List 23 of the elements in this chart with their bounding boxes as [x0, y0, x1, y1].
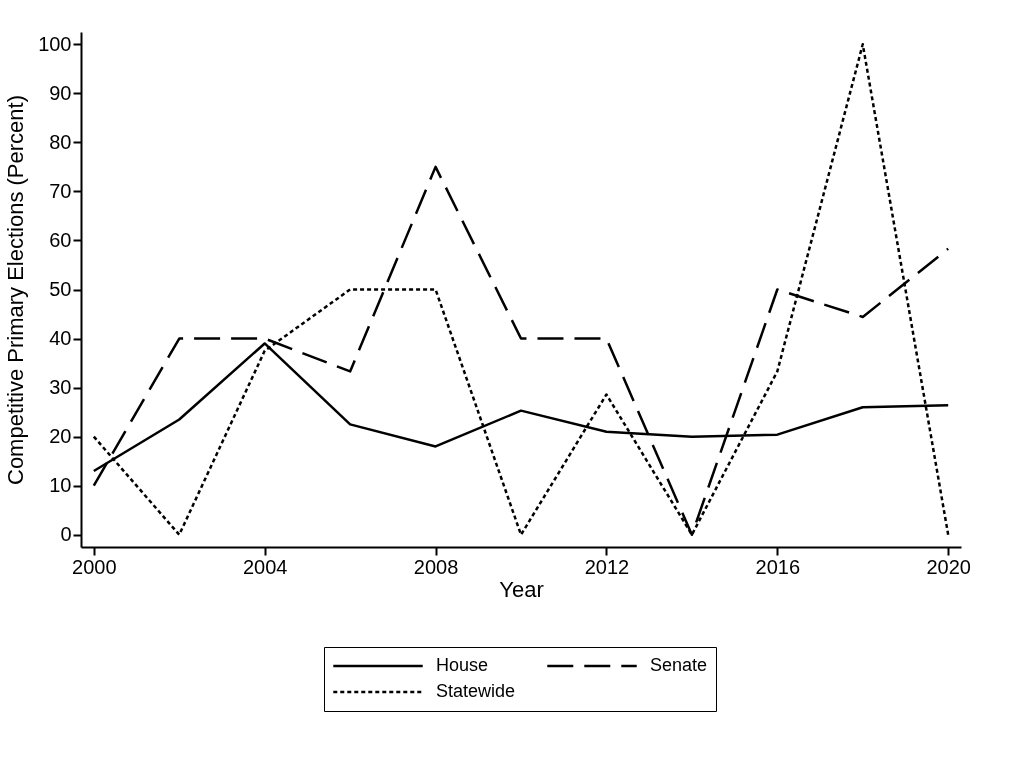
x-tick-label: 2004	[242, 555, 288, 578]
y-tick-label: 60	[49, 228, 72, 251]
x-tick-label: 2016	[755, 555, 801, 578]
y-tick-label: 20	[49, 425, 72, 448]
y-tick-label: 30	[49, 376, 72, 399]
legend-label: Senate	[650, 655, 708, 675]
y-tick-label: 10	[49, 474, 72, 497]
y-tick-label: 100	[38, 32, 72, 55]
x-tick-label: 2008	[413, 555, 459, 578]
x-tick-label: 2020	[926, 555, 971, 578]
y-axis-title: Competitive Primary Elections (Percent)	[3, 94, 29, 486]
y-tick-label: 50	[49, 278, 72, 300]
y-tick-label: 40	[49, 327, 72, 350]
legend-label: Statewide	[436, 681, 516, 701]
legend-label: House	[436, 655, 489, 675]
y-tick-label: 90	[49, 81, 72, 104]
x-tick-label: 2000	[72, 555, 117, 578]
x-axis-title: Year	[499, 576, 544, 602]
y-tick-label: 0	[60, 523, 72, 546]
y-tick-label: 80	[49, 130, 72, 153]
line-series	[92, 43, 950, 536]
x-tick-label: 2012	[584, 555, 630, 578]
y-tick-label: 70	[49, 179, 72, 202]
